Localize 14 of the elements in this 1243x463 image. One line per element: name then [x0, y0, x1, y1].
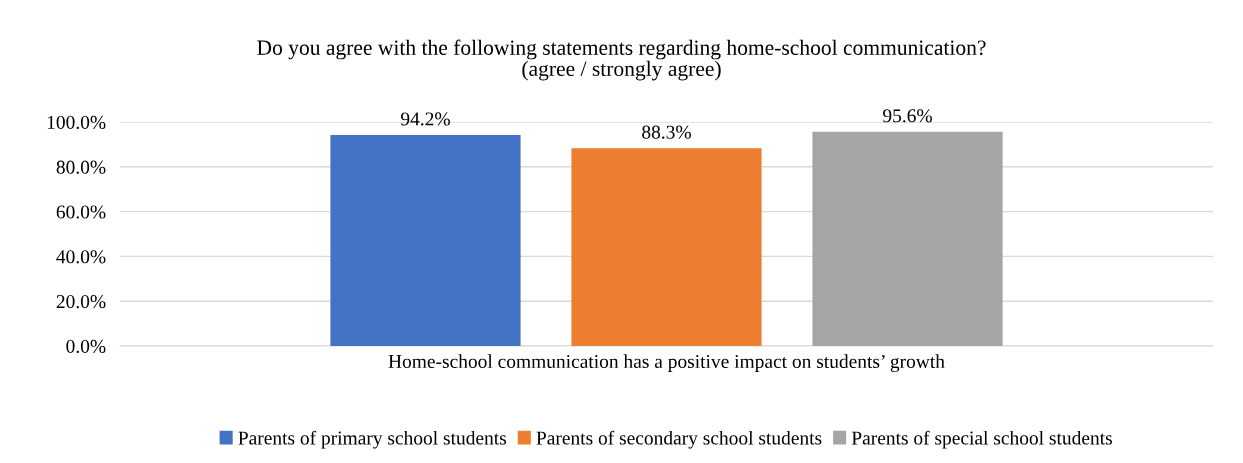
y-tick-label: 100.0% — [47, 115, 106, 130]
y-tick-label: 80.0% — [56, 160, 106, 174]
chart-title: Do you agree with the following statements regarding home-school communication? (agree / strongly agree) — [257, 39, 986, 81]
legend-label: Parents of primary school students — [238, 430, 507, 449]
x-tick-label: Home-school communication has a positive impact on students’ growth — [388, 354, 945, 373]
y-tick-label: 20.0% — [56, 295, 106, 309]
y-tick-label: 40.0% — [56, 250, 106, 264]
data-label: 88.3% — [642, 125, 691, 139]
data-label: 94.2% — [401, 112, 450, 126]
data-label: 95.6% — [883, 109, 932, 123]
legend-label: Parents of secondary school students — [536, 430, 822, 449]
legend-label: Parents of special school students — [851, 430, 1112, 449]
y-tick-label: 0.0% — [66, 339, 106, 354]
y-tick-label: 60.0% — [56, 205, 106, 219]
